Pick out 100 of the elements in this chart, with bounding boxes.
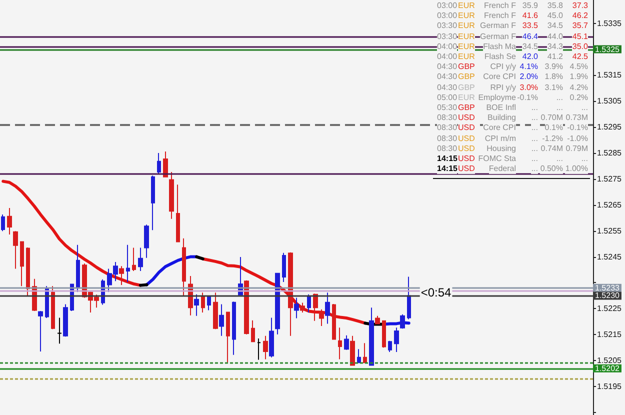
annotation: 05:30 — [437, 103, 458, 113]
annotation: ... — [531, 154, 538, 164]
y-tick-label: 1.5285 — [597, 148, 622, 158]
annotation: 45.0 — [547, 11, 563, 22]
annotation: 04:00 — [437, 42, 458, 52]
annotation: 46.4 — [522, 32, 538, 42]
y-tick-label: 1.5315 — [597, 70, 622, 80]
annotation: EUR — [458, 11, 475, 22]
annotation: 08:30 — [437, 123, 458, 134]
annotation: 34.5 — [522, 42, 538, 52]
candlestick — [313, 293, 318, 322]
candlestick — [176, 184, 180, 242]
annotation: 41.6 — [522, 11, 538, 22]
annotation: 46.2 — [572, 11, 588, 22]
candlestick — [119, 266, 124, 286]
candlestick — [369, 307, 374, 366]
annotation: USD — [458, 164, 475, 174]
annotation: EUR — [458, 32, 475, 42]
annotation: ... — [531, 103, 538, 113]
annotation: BOE Infl — [486, 103, 516, 113]
annotation: German F — [480, 32, 516, 42]
annotation: 04:30 — [437, 62, 458, 72]
annotation: EUR — [458, 42, 475, 52]
candlestick — [300, 302, 305, 314]
annotation: 0.79M — [566, 144, 588, 154]
candlestick — [269, 317, 274, 358]
annotation: ... — [556, 154, 563, 164]
annotation: 35.8 — [547, 1, 563, 11]
annotation: ... — [556, 103, 563, 113]
annotation: -0.1% — [567, 123, 588, 134]
annotation: 05:00 — [437, 92, 458, 103]
candlestick — [13, 230, 18, 270]
annotation: USD — [458, 154, 475, 164]
candlestick — [232, 301, 236, 356]
annotation: ... — [531, 144, 538, 154]
annotation: 08:30 — [437, 144, 458, 154]
y-tick-label: 1.5335 — [597, 18, 622, 28]
annotation: 3.1% — [544, 82, 563, 93]
annotation: RPI y/y — [490, 82, 516, 93]
annotation: EUR — [458, 21, 475, 32]
annotation: 35.0 — [572, 42, 588, 52]
candlestick — [338, 327, 342, 360]
candlestick — [182, 238, 186, 296]
annotation: 0.1% — [544, 123, 563, 134]
annotation: 34.3 — [547, 42, 563, 52]
ref-line-label: 1.5233 — [595, 283, 620, 292]
annotation: CPI y/y — [490, 62, 516, 72]
annotation: USD — [458, 113, 475, 124]
candlestick — [144, 224, 149, 258]
candlestick — [363, 342, 367, 364]
candlestick — [194, 294, 199, 316]
annotation: CPI m/m — [484, 134, 516, 144]
annotation: 03:30 — [437, 21, 458, 32]
candlestick — [407, 276, 411, 320]
annotation: 35.7 — [572, 21, 588, 32]
annotation: 34.5 — [547, 21, 563, 32]
annotation: Federal — [488, 164, 516, 174]
annotation: 03:00 — [437, 11, 458, 22]
annotation: 0.2% — [570, 92, 588, 103]
annotation: French F — [484, 11, 516, 22]
annotation: 04:30 — [437, 72, 458, 82]
candlestick — [251, 320, 255, 343]
annotation: USD — [458, 134, 475, 144]
y-tick-label: 1.5305 — [597, 96, 622, 106]
annotation: 14:15 — [437, 154, 458, 164]
annotation: 3.0% — [520, 82, 538, 93]
annotation: 35.9 — [522, 1, 538, 11]
candlestick — [263, 335, 268, 360]
annotation: USD — [458, 144, 475, 154]
annotation: German F — [480, 21, 516, 32]
candlestick — [151, 175, 155, 231]
annotation: Housing — [486, 144, 516, 154]
annotation: <0:54 — [420, 286, 452, 300]
candlestick — [213, 292, 218, 330]
candlestick — [357, 348, 361, 364]
annotation: -1.2% — [542, 134, 563, 144]
candlestick — [388, 340, 392, 352]
y-tick-label: 1.5245 — [597, 252, 622, 262]
annotation: French F — [484, 1, 516, 11]
ref-line-label: 1.5325 — [595, 44, 620, 54]
annotation: EUR — [458, 52, 475, 62]
candlestick — [275, 272, 280, 335]
candlestick — [1, 214, 5, 232]
candlestick — [257, 338, 261, 360]
candlestick — [138, 247, 143, 272]
annotation: 0.73M — [566, 113, 588, 124]
annotation: ... — [531, 134, 538, 144]
annotation: 04:30 — [437, 82, 458, 93]
annotation: GBP — [458, 82, 475, 93]
annotation: 2.0% — [520, 72, 538, 82]
annotation: EUR — [458, 1, 475, 11]
candlestick — [63, 304, 68, 338]
annotation: 45.1 — [572, 32, 588, 42]
y-tick-label: 1.5255 — [597, 226, 622, 236]
annotation: ... — [581, 103, 588, 113]
annotation: Core CPI — [483, 72, 516, 82]
candlestick — [226, 311, 230, 364]
candlestick — [375, 315, 380, 325]
candlestick — [394, 327, 399, 352]
candlestick — [350, 335, 355, 366]
